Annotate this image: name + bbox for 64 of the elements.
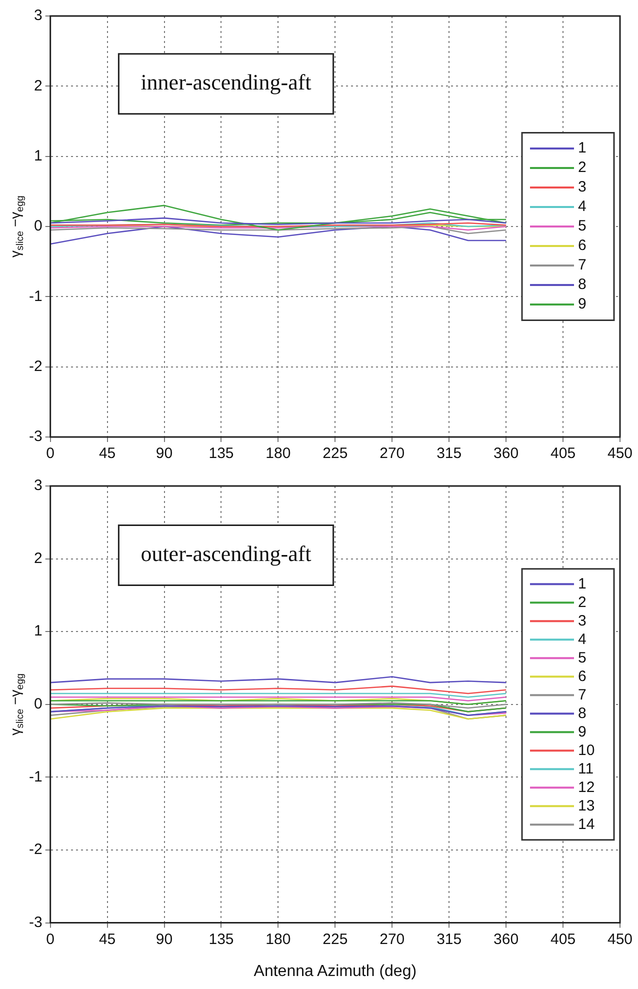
annotation: inner-ascending-aft <box>140 70 312 95</box>
legend-label: 7 <box>578 686 586 704</box>
x-tick-label: 0 <box>46 445 55 462</box>
legend-label: 8 <box>578 276 586 294</box>
x-tick-label: 225 <box>322 930 348 948</box>
legend-label: 5 <box>578 218 586 235</box>
legend-label: 6 <box>578 237 586 254</box>
y-tick-label: 3 <box>34 7 42 24</box>
legend-label: 9 <box>578 723 586 740</box>
y-tick-label: 0 <box>34 218 42 235</box>
y-tick-label: -2 <box>28 841 42 858</box>
x-tick-label: 135 <box>208 930 234 948</box>
legend-label: 4 <box>578 630 586 648</box>
legend-label: 2 <box>578 594 586 611</box>
x-tick-label: 450 <box>607 930 633 948</box>
legend-label: 4 <box>578 198 586 216</box>
x-tick-label: 270 <box>380 445 405 462</box>
x-tick-label: 360 <box>494 930 519 948</box>
x-tick-label: 0 <box>46 930 55 948</box>
x-tick-label: 360 <box>494 445 519 462</box>
x-tick-label: 450 <box>607 445 633 462</box>
y-tick-label: -1 <box>28 288 42 305</box>
legend-label: 6 <box>578 668 586 685</box>
x-tick-label: 45 <box>98 930 116 948</box>
legend-label: 1 <box>578 140 586 157</box>
legend-label: 14 <box>578 816 595 833</box>
y-tick-label: -1 <box>28 768 42 786</box>
x-tick-label: 180 <box>266 930 291 948</box>
y-tick-label: 2 <box>34 77 42 94</box>
x-axis-title: Antenna Azimuth (deg) <box>254 962 417 980</box>
x-tick-label: 135 <box>208 445 234 462</box>
y-axis-title: γslice −γegg <box>6 195 26 258</box>
y-tick-label: 2 <box>34 550 42 567</box>
legend-label: 3 <box>578 612 586 630</box>
legend-label: 11 <box>578 760 594 778</box>
legend-label: 7 <box>578 256 586 274</box>
y-tick-label: 1 <box>34 147 42 164</box>
x-tick-label: 90 <box>156 445 173 462</box>
y-axis-title: γslice −γegg <box>6 673 26 736</box>
y-tick-label: 1 <box>34 622 42 640</box>
x-tick-label: 180 <box>266 445 291 462</box>
legend-label: 10 <box>578 742 595 759</box>
x-tick-label: 45 <box>98 445 116 462</box>
legend-label: 2 <box>578 159 586 176</box>
y-tick-label: 3 <box>34 477 42 494</box>
y-tick-label: -2 <box>28 358 42 375</box>
y-tick-label: 0 <box>34 696 42 713</box>
annotation: outer-ascending-aft <box>140 541 312 566</box>
x-tick-label: 90 <box>156 930 173 948</box>
x-tick-label: 405 <box>550 445 576 462</box>
legend-label: 1 <box>578 575 586 592</box>
x-tick-label: 315 <box>436 445 462 462</box>
x-tick-label: 405 <box>550 930 576 948</box>
x-tick-label: 270 <box>380 930 405 948</box>
legend-label: 12 <box>578 778 595 796</box>
x-tick-label: 315 <box>436 930 462 948</box>
legend-label: 13 <box>578 797 595 814</box>
x-tick-label: 225 <box>322 445 348 462</box>
y-tick-label: -3 <box>28 914 42 931</box>
legend-label: 8 <box>578 704 586 722</box>
legend-label: 9 <box>578 296 586 313</box>
y-tick-label: -3 <box>28 428 42 446</box>
legend-label: 3 <box>578 178 586 196</box>
legend-label: 5 <box>578 649 586 666</box>
